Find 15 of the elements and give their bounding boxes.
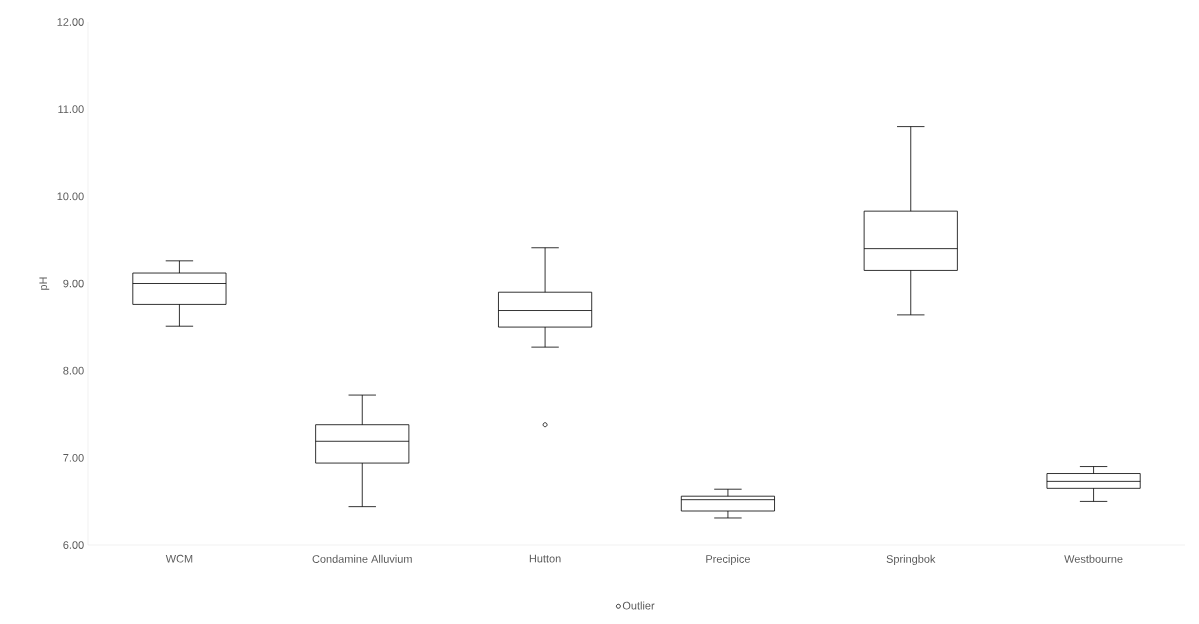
x-tick-label: Precipice (706, 554, 750, 566)
x-tick-label: Westbourne (1064, 554, 1123, 563)
x-tick-label: Springbok (886, 554, 936, 566)
y-tick-label: 11.00 (58, 105, 84, 114)
y-tick-label: 10.00 (57, 192, 84, 201)
y-tick-label: 8.00 (63, 366, 84, 375)
y-axis-title: pH (39, 277, 50, 290)
x-tick-label: Hutton (529, 554, 561, 563)
y-tick-label: 7.00 (63, 453, 84, 462)
x-tick-label: Condamine Alluvium (312, 554, 412, 563)
y-tick-label: 12.00 (57, 18, 84, 26)
y-tick-label: 9.00 (63, 279, 84, 288)
x-tick-label: WCM (165, 554, 193, 563)
legend-label: Outlier (622, 601, 655, 610)
y-tick-label: 6.00 (63, 541, 84, 549)
